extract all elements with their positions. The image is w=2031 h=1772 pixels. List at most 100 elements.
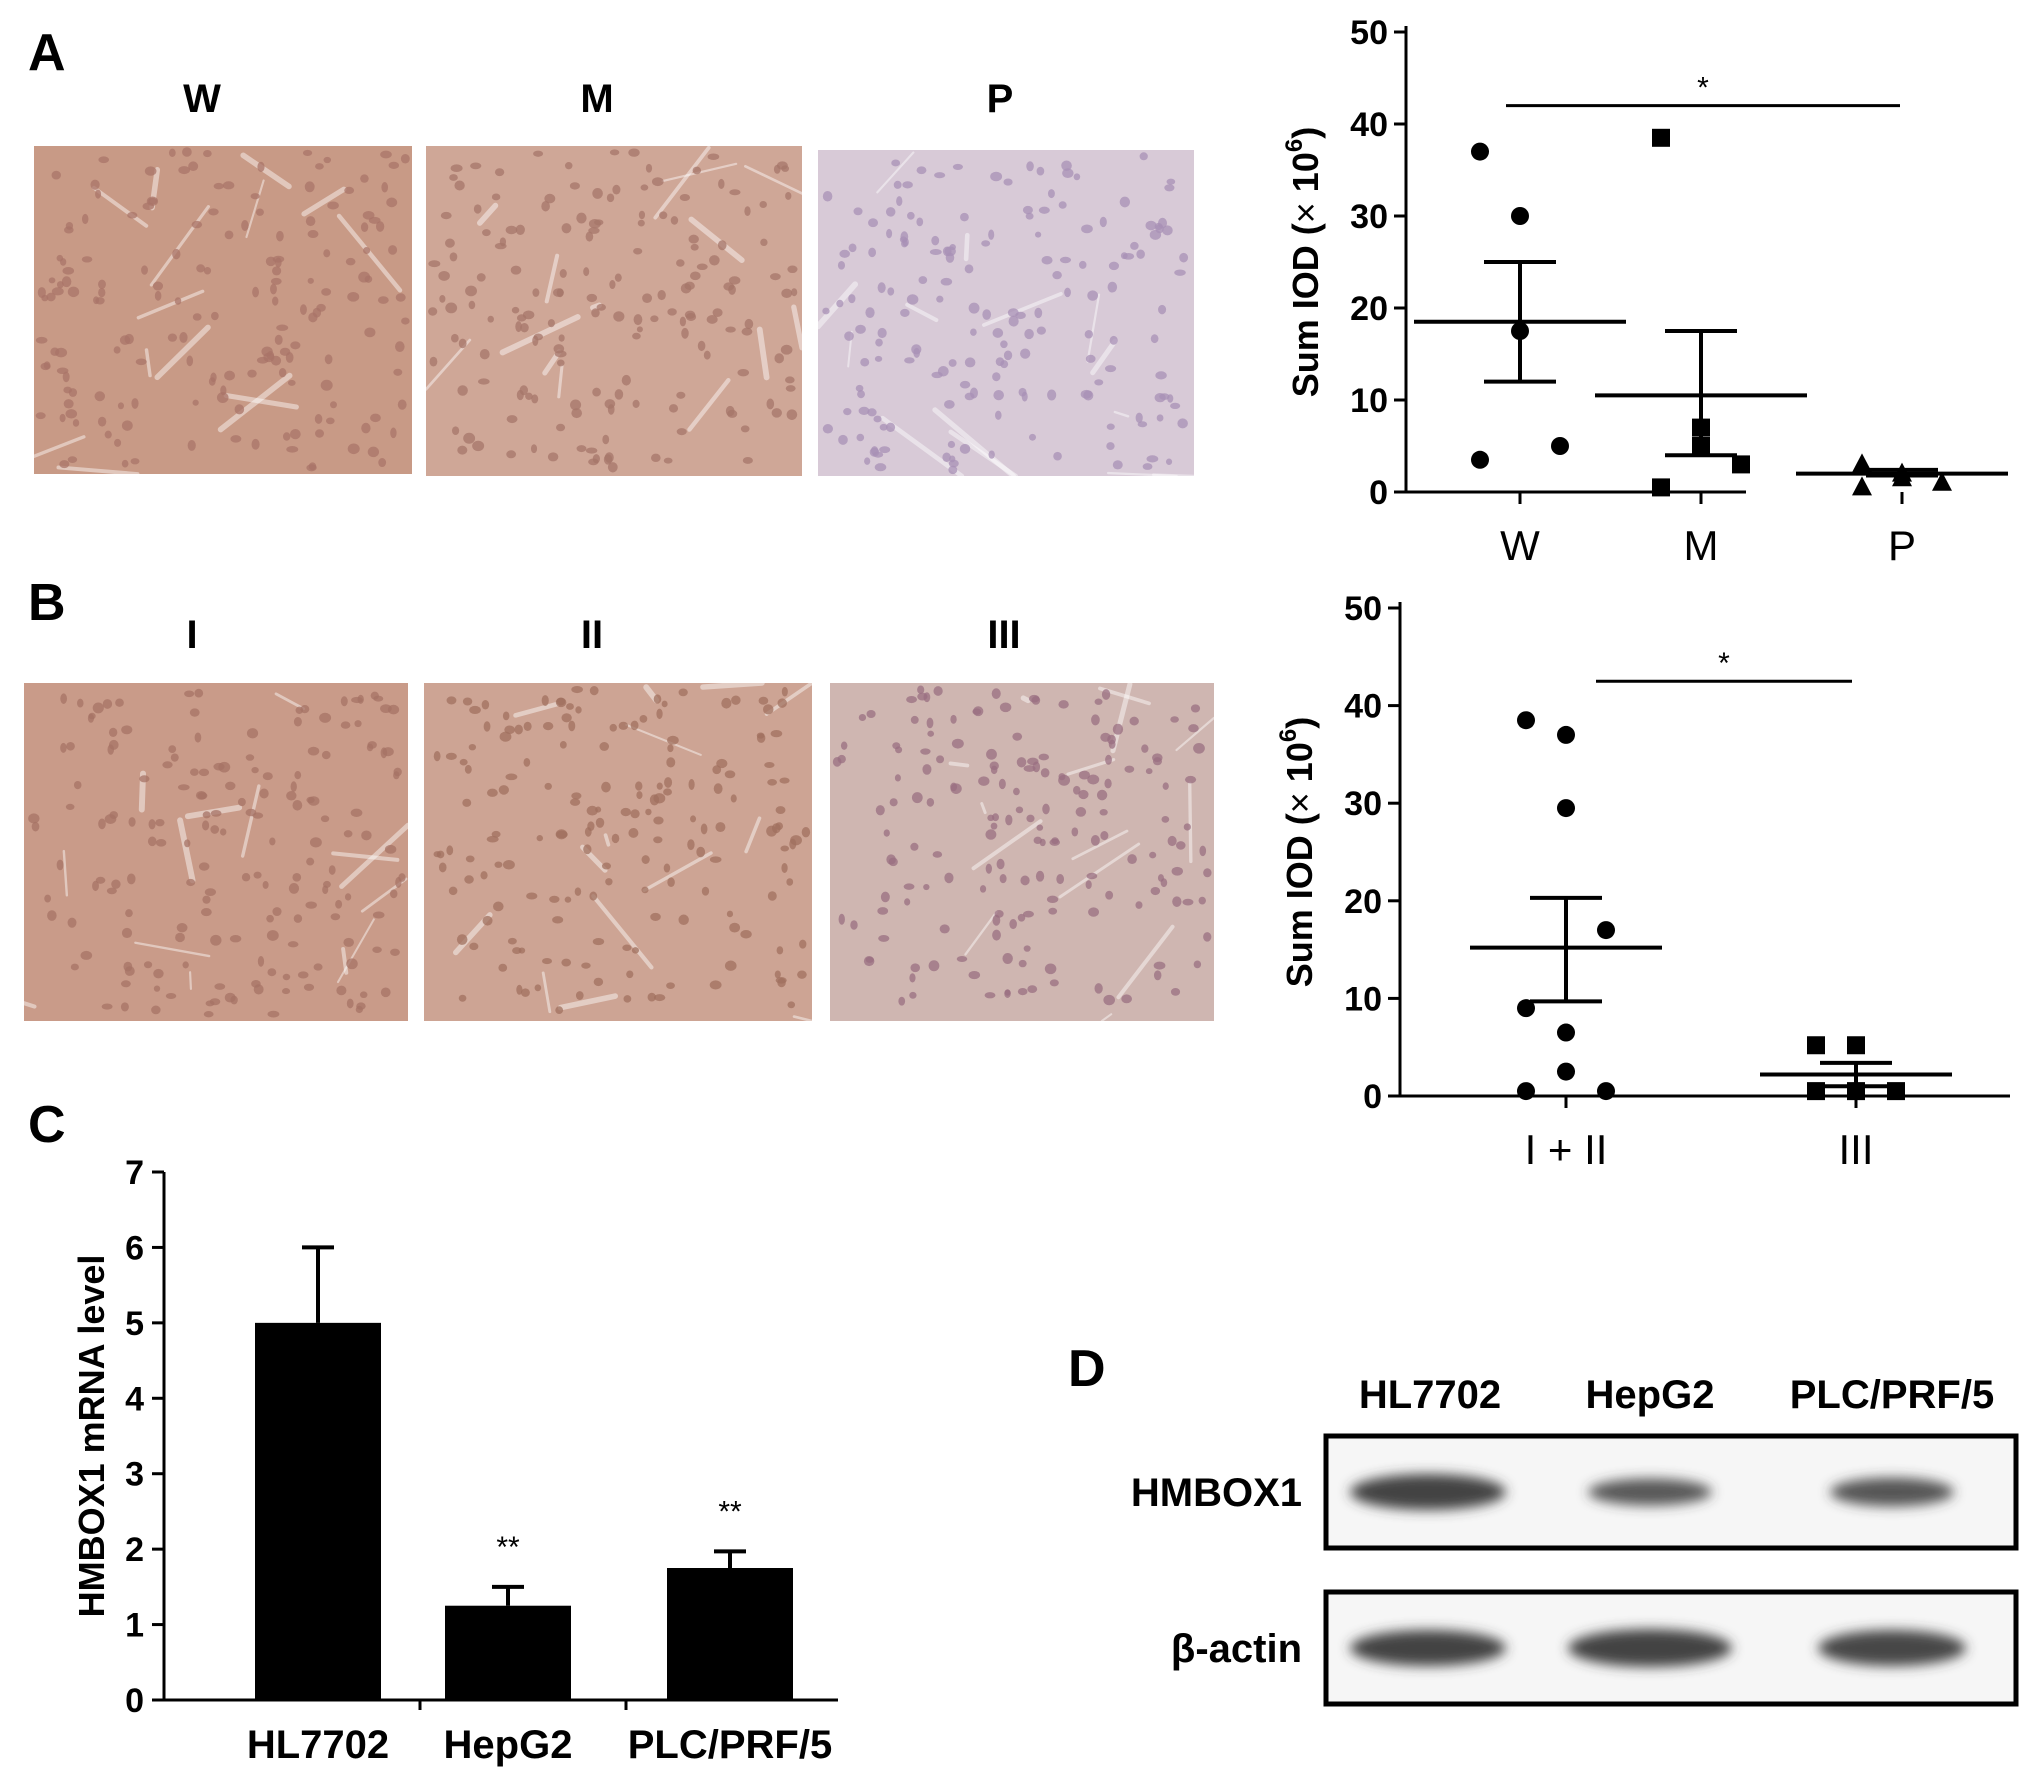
micrograph-nucleus [479, 348, 490, 360]
micrograph-nucleus [372, 911, 385, 919]
micrograph-nucleus [585, 447, 598, 454]
micrograph-nucleus [523, 721, 532, 731]
micrograph-nucleus [868, 218, 879, 228]
micrograph-nucleus [589, 891, 598, 901]
micrograph-nucleus [355, 1005, 363, 1014]
panel-b-header-ii: II [581, 613, 603, 657]
micrograph-nucleus [928, 960, 940, 972]
micrograph-nucleus [245, 754, 255, 761]
micrograph-nucleus [314, 414, 323, 424]
micrograph-nucleus [1142, 463, 1153, 470]
y-axis-label: HMBOX1 mRNA level [71, 1255, 112, 1618]
micrograph-nucleus [462, 697, 473, 706]
micrograph-nucleus [290, 341, 301, 350]
micrograph-nucleus [445, 302, 458, 314]
micrograph-nucleus [713, 783, 723, 795]
micrograph-nucleus [400, 153, 410, 164]
panel-d-letter: D [1068, 1340, 1106, 1398]
micrograph-nucleus [141, 265, 148, 275]
micrograph-nucleus [568, 720, 576, 732]
micrograph-nucleus [153, 985, 161, 992]
micrograph-nucleus [1190, 704, 1201, 713]
micrograph-nucleus [200, 908, 212, 917]
micrograph-nucleus [300, 304, 307, 315]
micrograph-nucleus [241, 873, 251, 882]
micrograph-nucleus [286, 790, 297, 801]
micrograph-nucleus [469, 705, 481, 715]
micrograph-nucleus [729, 189, 741, 196]
micrograph-nucleus [346, 958, 358, 970]
micrograph-nucleus [696, 846, 706, 858]
micrograph-nucleus [877, 327, 887, 339]
micrograph-streak [240, 152, 292, 190]
micrograph-nucleus [148, 819, 156, 830]
micrograph-nucleus [907, 211, 915, 220]
micrograph-nucleus [1032, 761, 1041, 773]
micrograph-nucleus [1059, 256, 1072, 264]
micrograph-nucleus [595, 817, 605, 828]
micrograph-nucleus [860, 358, 870, 367]
y-tick-label: 20 [1344, 883, 1382, 921]
micrograph-nucleus [323, 156, 332, 164]
micrograph-nucleus [556, 359, 565, 367]
micrograph-nucleus [690, 815, 697, 823]
micrograph-streak [1113, 410, 1130, 418]
micrograph-nucleus [877, 907, 889, 915]
micrograph-nucleus [272, 266, 282, 276]
micrograph-nucleus [51, 170, 61, 180]
micrograph-nucleus [31, 821, 40, 832]
micrograph-nucleus [262, 772, 273, 781]
micrograph-streak [513, 701, 560, 718]
micrograph-nucleus [237, 797, 246, 807]
micrograph-nucleus [516, 389, 524, 401]
micrograph-nucleus [1028, 694, 1040, 703]
micrograph-nucleus [1193, 743, 1205, 754]
micrograph-nucleus [775, 806, 786, 814]
micrograph-background [830, 683, 1214, 1021]
micrograph-nucleus [1172, 896, 1182, 907]
micrograph-nucleus [279, 347, 291, 356]
micrograph-nucleus [328, 865, 336, 875]
micrograph-nucleus [1048, 907, 1058, 915]
micrograph-streak [744, 816, 762, 854]
micrograph-nucleus [744, 318, 754, 330]
micrograph-nucleus [60, 693, 68, 704]
micrograph-streak [476, 202, 499, 226]
micrograph-nucleus [910, 842, 919, 851]
micrograph-nucleus [111, 879, 121, 889]
micrograph-nucleus [1154, 393, 1166, 403]
micrograph-streak [815, 281, 859, 330]
micrograph-nucleus [992, 372, 1001, 382]
micrograph-nucleus [1049, 979, 1059, 987]
micrograph-nucleus [1108, 261, 1120, 271]
micrograph-nucleus [305, 216, 316, 227]
micrograph-nucleus [985, 863, 992, 874]
micrograph-nucleus [372, 946, 382, 953]
micrograph-nucleus [98, 156, 110, 164]
micrograph-nucleus [676, 428, 687, 436]
micrograph-nucleus [1008, 316, 1019, 327]
micrograph-nucleus [483, 721, 491, 732]
micrograph-nucleus [867, 408, 877, 417]
micrograph-nucleus [848, 243, 857, 253]
micrograph-nucleus [127, 873, 136, 885]
micrograph-nucleus [393, 767, 402, 777]
micrograph-nucleus [1139, 152, 1148, 161]
micrograph-streak [331, 851, 400, 862]
y-tick-label: 6 [125, 1229, 144, 1267]
micrograph-nucleus [639, 715, 648, 723]
micrograph-nucleus [839, 249, 850, 258]
micrograph-nucleus [558, 334, 565, 342]
micrograph-nucleus [697, 340, 706, 352]
micrograph-nucleus [533, 150, 544, 157]
micrograph-nucleus [290, 429, 301, 440]
micrograph-nucleus [102, 699, 113, 709]
micrograph-nucleus [35, 336, 48, 344]
micrograph-nucleus [380, 987, 391, 998]
micrograph-nucleus [1007, 308, 1019, 318]
micrograph-nucleus [981, 240, 991, 247]
micrograph-nucleus [1099, 809, 1108, 816]
micrograph-nucleus [506, 450, 517, 459]
micrograph-nucleus [532, 288, 540, 297]
micrograph-nucleus [266, 914, 274, 923]
